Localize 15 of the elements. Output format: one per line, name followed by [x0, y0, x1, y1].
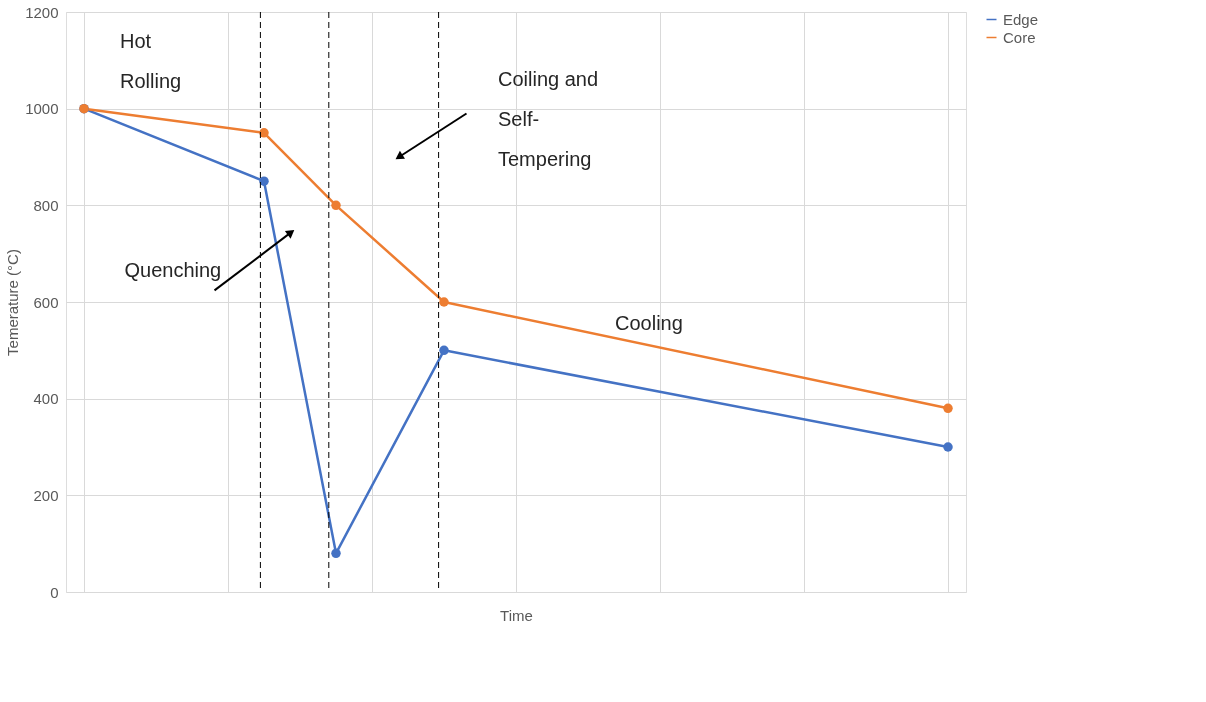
y-tick-label: 0: [50, 583, 59, 601]
y-tick-label: 200: [33, 486, 59, 504]
y-tick-label: 1000: [25, 100, 59, 118]
annotation: Hot Rolling: [120, 30, 182, 93]
annotation: Cooling: [615, 311, 683, 334]
annotation: Quenching: [124, 259, 222, 282]
y-tick-label: 600: [33, 293, 59, 311]
y-tick-label: 1200: [25, 3, 59, 21]
x-axis-title: Time: [500, 606, 533, 624]
y-tick-label: 400: [33, 390, 59, 408]
legend-label: Edge: [1003, 10, 1039, 28]
annotation: Coiling and Self- Tempering: [498, 68, 599, 170]
y-axis-title: Temerature (°C): [4, 249, 22, 356]
y-tick-label: 800: [33, 196, 59, 214]
legend-label: Core: [1003, 28, 1036, 46]
